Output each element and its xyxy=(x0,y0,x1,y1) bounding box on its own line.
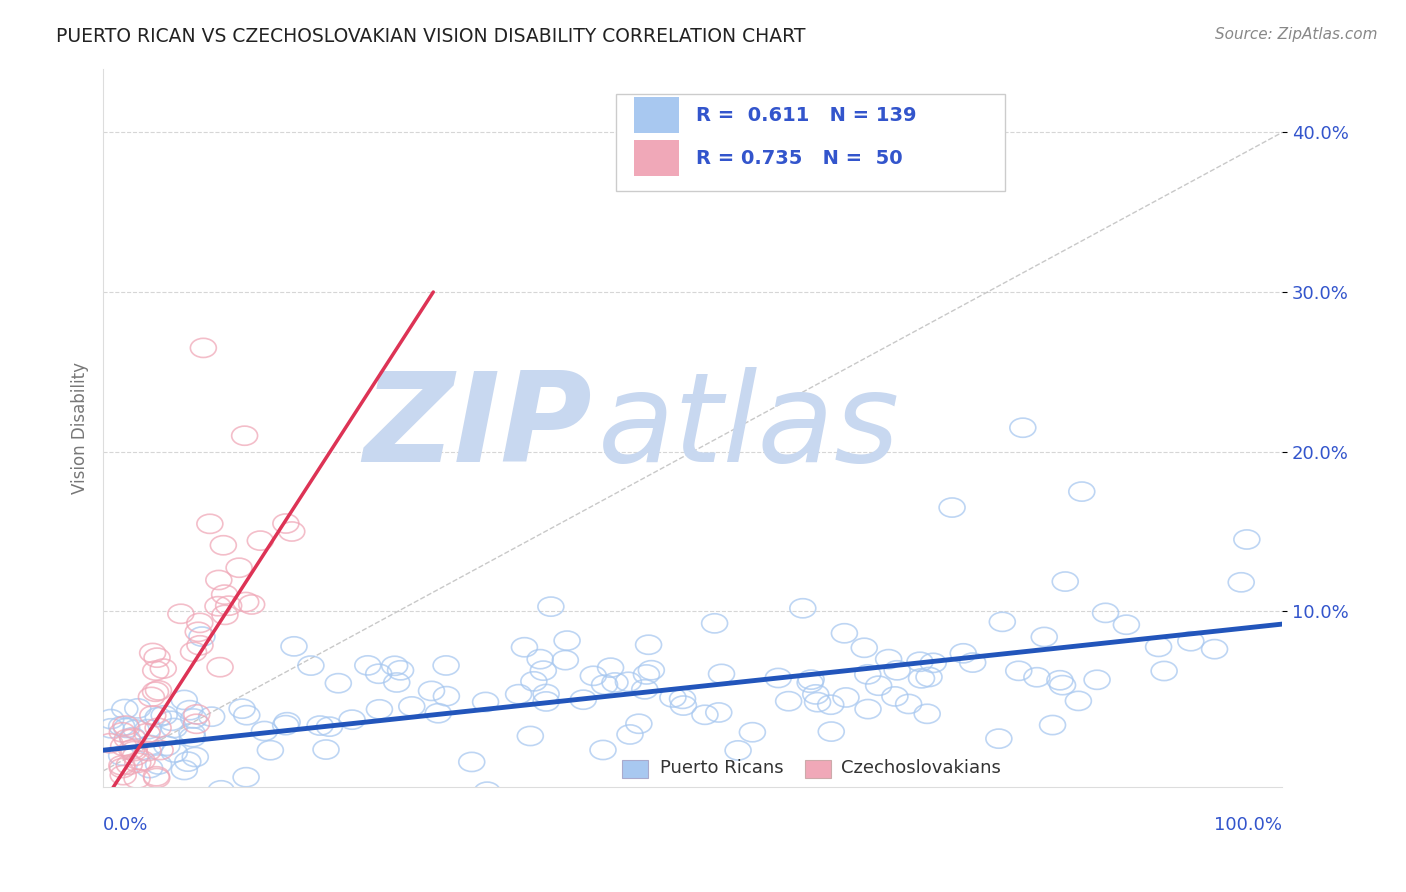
Text: Source: ZipAtlas.com: Source: ZipAtlas.com xyxy=(1215,27,1378,42)
FancyBboxPatch shape xyxy=(634,97,679,133)
FancyBboxPatch shape xyxy=(804,760,831,778)
Text: 0.0%: 0.0% xyxy=(103,815,149,834)
Text: Czechoslovakians: Czechoslovakians xyxy=(841,758,1001,777)
Text: R = 0.735   N =  50: R = 0.735 N = 50 xyxy=(696,149,903,168)
FancyBboxPatch shape xyxy=(616,94,1005,191)
FancyBboxPatch shape xyxy=(634,140,679,177)
Text: atlas: atlas xyxy=(599,368,900,488)
Text: ZIP: ZIP xyxy=(364,368,592,488)
Y-axis label: Vision Disability: Vision Disability xyxy=(72,362,89,494)
Text: 100.0%: 100.0% xyxy=(1215,815,1282,834)
Text: Puerto Ricans: Puerto Ricans xyxy=(659,758,783,777)
FancyBboxPatch shape xyxy=(621,760,648,778)
Text: R =  0.611   N = 139: R = 0.611 N = 139 xyxy=(696,106,917,125)
Text: PUERTO RICAN VS CZECHOSLOVAKIAN VISION DISABILITY CORRELATION CHART: PUERTO RICAN VS CZECHOSLOVAKIAN VISION D… xyxy=(56,27,806,45)
